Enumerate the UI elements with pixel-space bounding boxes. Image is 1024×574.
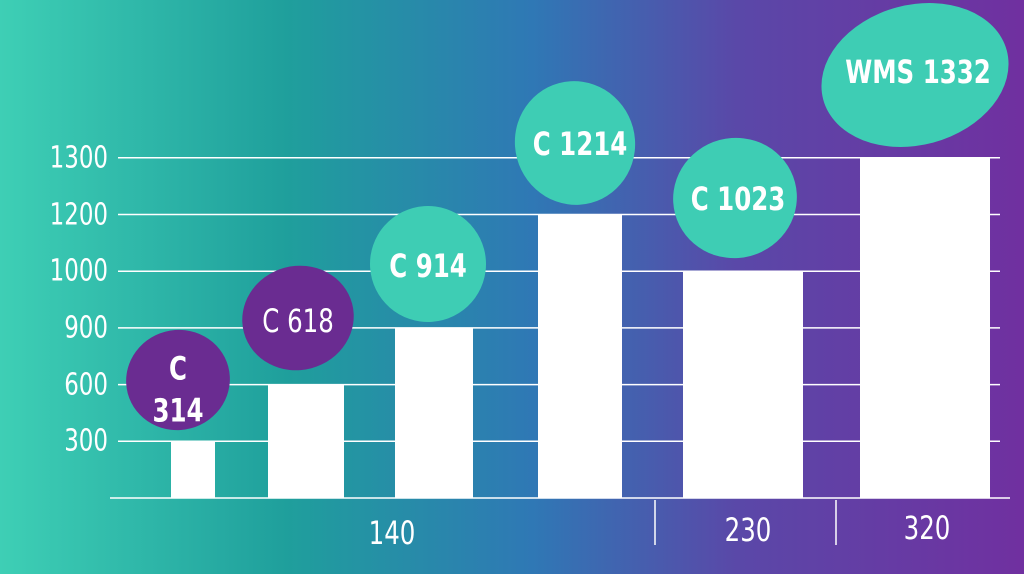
y-tick-label: 600 [64, 367, 108, 403]
y-tick-label: 300 [64, 423, 108, 459]
bar-label: WMS 1332 [845, 53, 991, 92]
bar-label: C 1214 [532, 125, 628, 164]
bar [395, 327, 473, 498]
bar [268, 384, 344, 498]
y-tick-label: 1300 [49, 140, 108, 176]
bar-label: C 618 [262, 302, 334, 341]
group-label: 140 [368, 514, 416, 552]
bar [538, 214, 622, 498]
label-bubble [821, 3, 1009, 147]
label-bubble [514, 81, 636, 205]
label-bubble [370, 206, 486, 322]
y-tick-label: 1000 [49, 253, 108, 289]
y-tick-label: 1200 [49, 197, 108, 232]
bar [683, 271, 803, 498]
label-bubble [673, 137, 797, 259]
label-bubble [126, 329, 230, 431]
bar-label: C 914 [389, 247, 467, 286]
bar [860, 157, 990, 499]
bar-label: C 1023 [690, 180, 786, 219]
group-label: 320 [903, 509, 951, 547]
y-tick-label: 900 [64, 310, 108, 346]
bar-label: C 314 [152, 349, 204, 429]
label-bubble [242, 265, 354, 371]
group-label: 230 [724, 511, 772, 549]
bar [171, 441, 215, 498]
